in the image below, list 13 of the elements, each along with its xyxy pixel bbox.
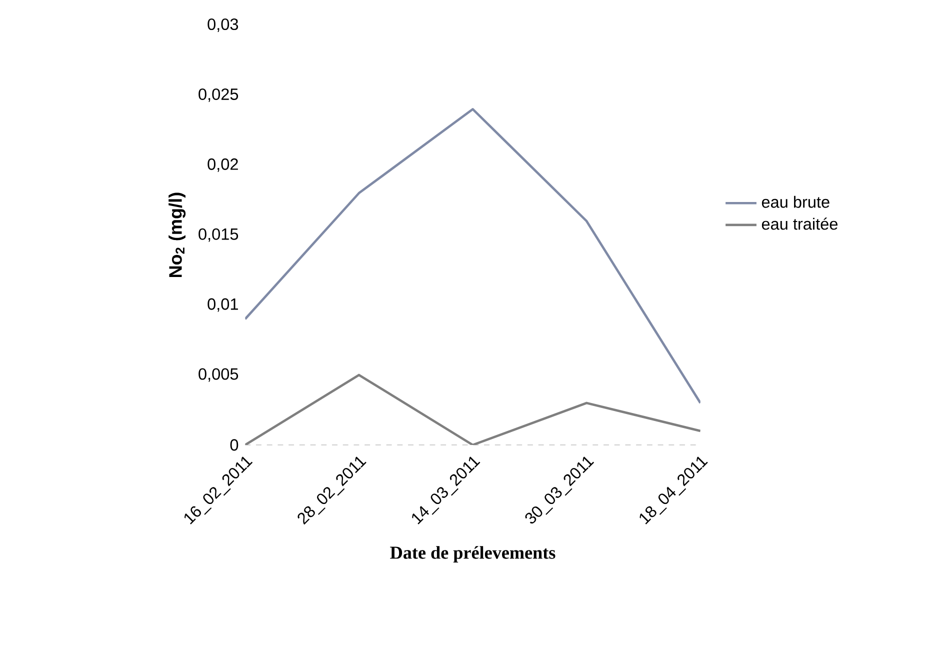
legend-label: eau traitée — [762, 218, 838, 230]
y-axis-title: No$_{2}$ (mg/l) — [168, 192, 186, 277]
y-tick-label: 0,005 — [198, 368, 238, 382]
legend-label: eau brute — [762, 196, 830, 208]
y-tick-label: 0 — [230, 439, 238, 451]
y-tick-label: 0,015 — [198, 228, 238, 242]
y-tick-label: 0,03 — [208, 18, 238, 32]
line-series — [245, 374, 700, 445]
y-tick-label: 0,02 — [208, 158, 238, 172]
y-tick-label: 0,025 — [198, 88, 238, 102]
x-axis-title: Date de prélevements — [390, 546, 556, 562]
line-series — [245, 108, 700, 404]
y-tick-label: 0,01 — [208, 298, 238, 312]
